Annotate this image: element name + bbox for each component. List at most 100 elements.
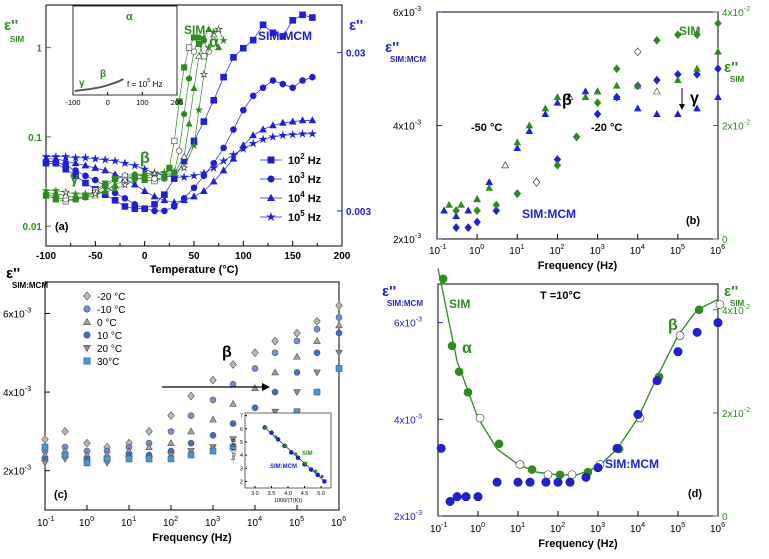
x-tick-label: 0 (142, 251, 148, 262)
data-point (278, 118, 287, 126)
data-point (307, 129, 318, 138)
inset-x-tick-label: 3.5 (268, 491, 276, 497)
y-left-tick-label: 2x10-3 (394, 508, 422, 523)
x-tick-label: 10-1 (429, 242, 447, 257)
data-point (180, 196, 188, 204)
data-point (693, 64, 701, 72)
data-point (271, 408, 279, 416)
data-point (80, 152, 90, 162)
legend-marker (83, 305, 91, 313)
data-point (41, 186, 51, 195)
data-point (61, 451, 69, 459)
y-right-axis-title: ε'' (349, 17, 363, 34)
data-point (120, 158, 130, 168)
x-tick-label: 200 (334, 251, 351, 262)
data-point (633, 104, 642, 112)
annotation-simmcm: SIM:MCM (258, 29, 312, 43)
data-point (130, 175, 140, 184)
inset-x-tick-label: 0 (106, 98, 110, 107)
data-point (194, 105, 204, 114)
y-right-axis-subscript: SIM (730, 299, 745, 308)
data-point (673, 347, 683, 357)
data-point (513, 144, 522, 152)
x-tick-label: 100 (79, 514, 94, 529)
data-point (271, 388, 279, 396)
data-point (293, 369, 301, 376)
data-point (200, 187, 208, 194)
data-point (229, 420, 237, 427)
y-left-tick-label: 4x10-3 (393, 118, 421, 133)
inset-y-tick-label: 6 (240, 427, 243, 433)
inset-x-tick-label: -100 (65, 98, 80, 107)
data-point (693, 104, 701, 112)
inset-alpha: α (126, 11, 133, 23)
data-point (259, 125, 267, 133)
data-point (593, 463, 603, 473)
inset-data-point (264, 426, 268, 430)
y-left-tick-label: 6x10-3 (393, 4, 421, 19)
annotation-beta: β (222, 344, 232, 361)
data-point (293, 337, 301, 345)
data-point (209, 163, 219, 172)
y-right-tick-label: 0 (722, 512, 728, 523)
data-point (593, 87, 602, 95)
data-point (90, 154, 100, 163)
data-point (61, 187, 71, 196)
data-point (249, 131, 258, 139)
legend-marker (266, 211, 276, 222)
data-point (674, 76, 682, 83)
data-point (565, 93, 574, 100)
y-left-axis-title: ε'' (385, 39, 399, 56)
data-point (308, 116, 317, 124)
inset-y-tick-label: 2 (240, 479, 243, 485)
y-left-tick-label: 4x10-3 (3, 384, 31, 399)
x-tick-label: 100 (235, 251, 252, 262)
data-point (492, 200, 500, 210)
data-point (179, 163, 189, 172)
y-right-axis-subscript: SIM (730, 75, 745, 84)
data-point (167, 428, 175, 435)
data-point (248, 138, 258, 148)
panel-label: (a) (55, 221, 69, 233)
data-point (61, 156, 70, 164)
data-point (613, 92, 621, 102)
data-point (120, 180, 130, 189)
data-point (543, 470, 553, 480)
data-point (674, 30, 682, 40)
data-point (166, 164, 173, 171)
data-point (473, 206, 481, 215)
data-point (714, 18, 722, 28)
inset-data-point (315, 472, 321, 478)
data-point (335, 365, 343, 372)
data-point (229, 154, 238, 162)
data-point (309, 14, 316, 21)
x-tick-label: 105 (670, 520, 685, 535)
data-point (179, 172, 189, 182)
data-point (525, 127, 534, 135)
data-point (259, 21, 267, 29)
data-point (293, 352, 301, 360)
y-right-tick-label: 0.03 (346, 49, 366, 60)
annotation-beta: β (668, 317, 678, 334)
series-line (46, 120, 313, 203)
legend-label: 102 Hz (288, 152, 322, 167)
data-point (230, 126, 237, 133)
inset-data-point (303, 461, 308, 466)
inset-data-point (313, 469, 318, 473)
data-point (271, 349, 279, 357)
x-tick-label: 50 (188, 251, 200, 262)
data-point (72, 167, 79, 174)
data-point (61, 427, 69, 436)
series-line (46, 133, 313, 178)
data-point (229, 380, 237, 388)
inset-x-tick-label: 4.0 (284, 491, 292, 497)
y-left-axis-subscript: SIM:MCM (12, 281, 48, 290)
data-point (249, 92, 257, 100)
inset-data-point (293, 452, 298, 456)
x-tick-label: 106 (710, 520, 725, 535)
data-point (83, 459, 91, 467)
data-point (251, 404, 259, 412)
data-point (633, 81, 642, 89)
data-point (440, 206, 448, 214)
legend-label: 105 Hz (288, 209, 322, 224)
